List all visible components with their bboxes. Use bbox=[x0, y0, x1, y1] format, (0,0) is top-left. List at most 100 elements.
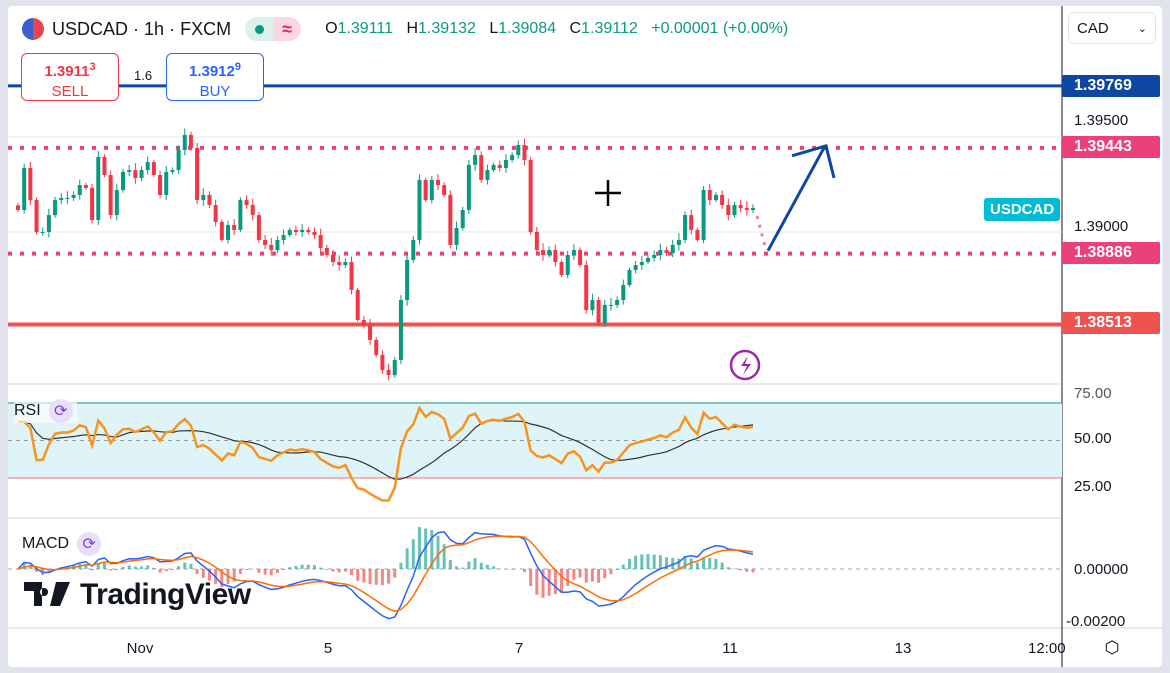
macd-histogram-bar bbox=[325, 569, 329, 570]
macd-histogram-bar bbox=[387, 569, 391, 584]
macd-histogram-bar bbox=[220, 569, 224, 587]
candle-body bbox=[423, 179, 428, 201]
macd-histogram-bar bbox=[158, 569, 162, 573]
open-value: 1.39111 bbox=[337, 20, 394, 37]
candle-body bbox=[349, 262, 354, 290]
projection-arrowhead bbox=[791, 143, 836, 179]
macd-histogram-bar bbox=[695, 562, 699, 569]
macd-histogram-bar bbox=[368, 569, 372, 584]
macd-histogram-bar bbox=[282, 569, 286, 571]
candle-body bbox=[460, 209, 465, 229]
candle-body bbox=[324, 247, 329, 255]
settings-icon[interactable]: ⬡ bbox=[1104, 638, 1120, 657]
ohlc-readout: O1.39111 H1.39132 L1.39084 C1.39112 +0.0… bbox=[325, 20, 797, 38]
candle-body bbox=[361, 319, 366, 325]
sell-button[interactable]: 1.39113 SELL bbox=[21, 53, 119, 101]
candle-body bbox=[707, 190, 712, 201]
macd-histogram-bar bbox=[461, 567, 465, 569]
symbol-name[interactable]: USDCAD bbox=[52, 18, 129, 39]
candle-body bbox=[139, 170, 144, 179]
status-pill[interactable]: ≈ bbox=[245, 17, 302, 41]
price-tick: 1.39000 bbox=[1074, 218, 1129, 235]
buy-button[interactable]: 1.39129 BUY bbox=[166, 53, 264, 101]
rsi-tick: 50.00 bbox=[1074, 430, 1112, 447]
separator: · bbox=[169, 18, 176, 39]
buy-price-pip: 9 bbox=[234, 61, 241, 73]
macd-signal-line bbox=[17, 535, 754, 612]
macd-histogram-bar bbox=[356, 569, 360, 581]
interval[interactable]: 1h bbox=[144, 18, 165, 39]
refresh-icon[interactable]: ⟳ bbox=[48, 399, 73, 423]
macd-histogram-bar bbox=[96, 562, 100, 569]
rsi-legend[interactable]: RSI ⟳ bbox=[14, 399, 77, 423]
candle-body bbox=[77, 185, 82, 195]
macd-histogram-bar bbox=[634, 555, 638, 569]
macd-histogram-bar bbox=[436, 535, 440, 569]
price-tick: 1.39500 bbox=[1074, 112, 1129, 129]
macd-histogram-bar bbox=[152, 567, 156, 569]
candle-body bbox=[596, 300, 601, 324]
rsi-tick: 25.00 bbox=[1074, 478, 1112, 495]
macd-histogram-bar bbox=[350, 569, 354, 576]
open-label: O bbox=[325, 20, 338, 37]
candle-body bbox=[442, 185, 447, 195]
candle-body bbox=[281, 235, 286, 240]
candle-body bbox=[454, 228, 459, 245]
close-label: C bbox=[569, 20, 582, 37]
buy-price: 1.3912 bbox=[188, 63, 235, 80]
candle-body bbox=[565, 254, 570, 275]
macd-histogram-bar bbox=[739, 569, 743, 571]
candle-body bbox=[219, 221, 224, 240]
candle-body bbox=[553, 250, 558, 263]
candle-body bbox=[652, 254, 657, 259]
macd-histogram-bar bbox=[300, 564, 304, 569]
high-label: H bbox=[406, 20, 419, 37]
low-value: 1.39084 bbox=[498, 20, 557, 37]
macd-legend[interactable]: MACD ⟳ bbox=[22, 532, 102, 556]
macd-histogram-bar bbox=[393, 569, 397, 578]
price-label-resistance-1[interactable]: 1.39443 bbox=[1062, 136, 1160, 158]
chart-canvas[interactable] bbox=[8, 6, 1162, 667]
macd-histogram-bar bbox=[455, 566, 459, 569]
time-tick: 7 bbox=[514, 640, 524, 657]
tradingview-logo: TradingView bbox=[24, 578, 251, 612]
macd-histogram-bar bbox=[245, 569, 249, 570]
macd-histogram-bar bbox=[578, 569, 582, 578]
candle-body bbox=[584, 265, 589, 311]
candle-body bbox=[40, 232, 45, 233]
macd-histogram-bar bbox=[177, 566, 181, 569]
candle-body bbox=[250, 205, 255, 216]
candle-body bbox=[541, 250, 545, 255]
candle-body bbox=[516, 144, 521, 156]
candle-body bbox=[201, 194, 206, 201]
candle-body bbox=[59, 197, 64, 201]
macd-histogram-bar bbox=[405, 548, 409, 569]
usdcad-flag-icon bbox=[22, 18, 44, 40]
symbol-header: USDCAD · 1h · FXCM ≈ O1.39111 H1.39132 L… bbox=[22, 16, 797, 42]
macd-histogram-bar bbox=[603, 569, 607, 579]
macd-histogram-bar bbox=[448, 559, 452, 569]
refresh-icon[interactable]: ⟳ bbox=[77, 532, 102, 556]
price-label-resistance-2[interactable]: 1.39769 bbox=[1062, 75, 1160, 97]
macd-histogram-bar bbox=[467, 561, 471, 569]
candle-body bbox=[263, 239, 268, 245]
currency-select[interactable]: CAD ⌄ bbox=[1068, 12, 1156, 44]
macd-histogram-bar bbox=[492, 566, 496, 569]
currency-value: CAD bbox=[1077, 19, 1109, 37]
candle-body bbox=[16, 205, 20, 210]
macd-histogram-bar bbox=[127, 565, 131, 569]
macd-histogram-bar bbox=[133, 566, 137, 569]
candle-body bbox=[53, 200, 58, 216]
candle-body bbox=[695, 229, 700, 240]
candle-body bbox=[380, 354, 385, 370]
macd-histogram-bar bbox=[102, 562, 106, 569]
price-label-support-2[interactable]: 1.38513 bbox=[1062, 312, 1160, 334]
macd-histogram-bar bbox=[566, 569, 570, 586]
candle-body bbox=[547, 250, 552, 255]
macd-histogram-bar bbox=[288, 567, 292, 569]
macd-histogram-bar bbox=[238, 569, 242, 574]
price-label-support-1[interactable]: 1.38886 bbox=[1062, 242, 1160, 264]
candle-body bbox=[627, 270, 632, 286]
macd-histogram-bar bbox=[84, 564, 88, 569]
macd-histogram-bar bbox=[430, 530, 434, 569]
